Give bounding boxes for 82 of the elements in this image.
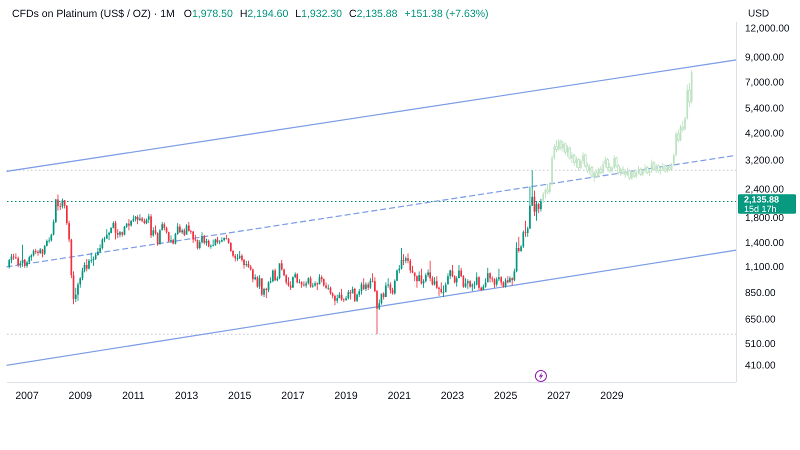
candlestick <box>97 248 99 256</box>
candlestick <box>298 279 300 284</box>
candlestick <box>626 168 628 176</box>
y-tick-label: 5,400.00 <box>745 103 784 114</box>
candlestick <box>12 254 14 260</box>
candlestick <box>572 153 576 166</box>
candlestick <box>632 168 636 179</box>
y-tick-label: 1,100.00 <box>745 262 784 274</box>
candlestick <box>349 290 352 300</box>
text: H2,194.60 <box>240 8 288 20</box>
candlestick <box>664 164 666 174</box>
candlestick <box>652 160 656 172</box>
candlestick <box>416 275 418 288</box>
ref-line-label: 2,135.88 15d 17h <box>744 194 780 214</box>
candlestick <box>546 183 549 195</box>
candlestick <box>608 162 612 174</box>
candlestick <box>225 234 228 240</box>
x-tick-label: 2019 <box>334 390 358 402</box>
y-axis-title: USD <box>748 8 770 20</box>
candlestick <box>524 220 526 237</box>
y-tick-label: 9,000.00 <box>745 52 784 64</box>
x-tick-label: 2021 <box>388 390 412 402</box>
candlestick <box>668 164 671 172</box>
candlestick <box>37 250 39 256</box>
candlestick <box>466 279 469 289</box>
x-tick-label: 2013 <box>174 390 198 402</box>
candlestick <box>288 277 290 287</box>
x-tick-label: 2023 <box>440 390 464 402</box>
candlestick <box>442 286 444 298</box>
y-tick-label: 2,400.00 <box>745 184 784 196</box>
y-tick-label: 1,400.00 <box>745 238 784 250</box>
chart-title: CFDs on Platinum (US$ / OZ) · 1M <box>12 8 175 20</box>
candlestick <box>170 235 172 243</box>
x-tick-label: 2007 <box>15 390 39 402</box>
y-tick-label: 7,000.00 <box>745 78 784 89</box>
candlestick <box>624 168 626 179</box>
candlestick <box>48 237 50 243</box>
y-tick-label: 1,800.00 <box>745 213 784 224</box>
x-tick-label: 2025 <box>494 390 518 402</box>
y-tick-label: 3,200.00 <box>745 156 784 167</box>
candlestick <box>564 142 567 156</box>
candlestick <box>606 158 609 170</box>
candlestick <box>464 278 466 288</box>
text: C2,135.88 <box>349 8 398 20</box>
candlestick <box>600 165 602 175</box>
y-tick-label: 12,000.00 <box>745 24 790 35</box>
y-tick-label: 650.00 <box>745 314 776 326</box>
text: O1,978.50 <box>184 8 233 20</box>
candlestick <box>236 254 238 261</box>
candlestick <box>141 216 143 222</box>
candlestick <box>92 256 94 266</box>
candlestick <box>577 158 580 172</box>
candlestick <box>248 260 250 268</box>
candlestick <box>434 277 436 286</box>
x-tick-label: 2027 <box>547 390 571 402</box>
x-tick-label: 2011 <box>122 390 145 402</box>
text: +151.38 (+7.63%) <box>404 8 489 20</box>
candlestick <box>511 277 514 286</box>
candlestick <box>402 254 404 266</box>
candlestick <box>646 165 649 175</box>
x-tick-label: 2017 <box>281 390 305 402</box>
candlestick <box>628 168 631 180</box>
candlestick <box>212 239 214 247</box>
y-tick-label: 4,200.00 <box>745 128 784 140</box>
candlestick <box>139 214 141 221</box>
y-tick-label: 410.00 <box>745 360 776 372</box>
candlestick <box>128 219 130 230</box>
x-tick-label: 2029 <box>600 390 624 402</box>
candlestick <box>590 165 594 179</box>
candlestick <box>22 244 24 267</box>
candlestick <box>119 230 121 238</box>
candlestick <box>206 238 208 246</box>
candlestick <box>584 153 587 168</box>
candlestick <box>303 281 305 287</box>
text: L1,932.30 <box>295 8 342 20</box>
candlestick <box>576 156 578 168</box>
x-tick-label: 2009 <box>68 390 92 402</box>
candlestick <box>568 146 572 160</box>
y-tick-label: 850.00 <box>745 288 776 299</box>
y-tick-label: 510.00 <box>745 338 776 350</box>
x-tick-label: 2015 <box>228 390 252 402</box>
candlestick <box>639 167 642 177</box>
